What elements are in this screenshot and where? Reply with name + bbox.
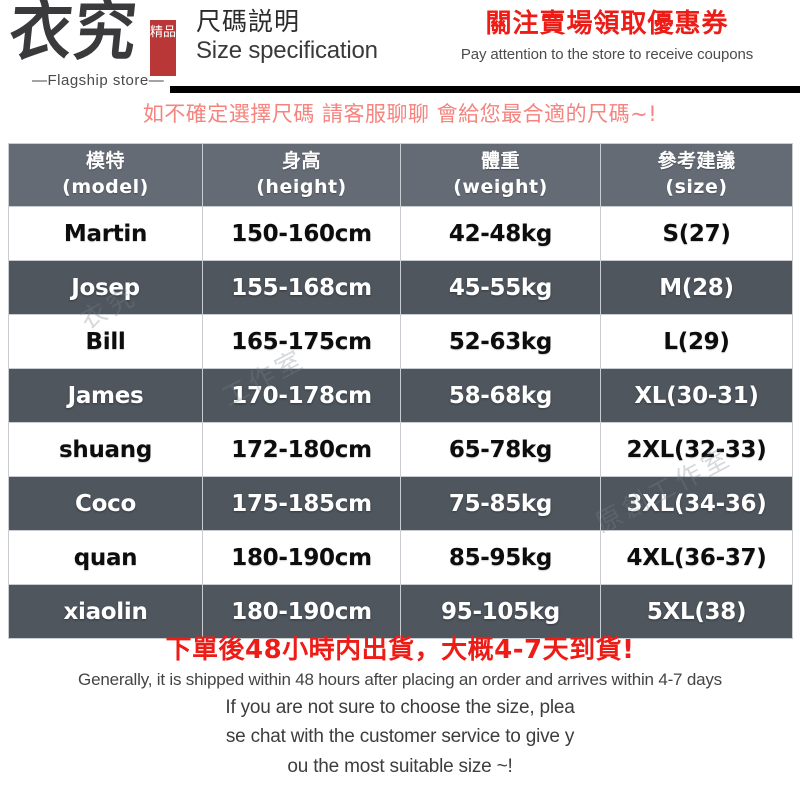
- column-header-weight: 體重 (weight): [400, 143, 601, 207]
- cell-size: 2XL(32-33): [600, 422, 793, 477]
- cell-size: 4XL(36-37): [600, 530, 793, 585]
- column-header-height-cn: 身高: [281, 150, 321, 173]
- cell-model: James: [8, 368, 203, 423]
- coupon-promo: 關注賣場領取優惠券 Pay attention to the store to …: [418, 8, 796, 65]
- size-chart-container: 模特 (model) 身高 (height) 體重 (weight) 參考建議 …: [8, 143, 793, 639]
- cell-weight: 58-68kg: [400, 368, 601, 423]
- table-row: James 170-178cm 58-68kg XL(30-31): [8, 368, 793, 423]
- shipping-notice-english: Generally, it is shipped within 48 hours…: [78, 669, 722, 689]
- store-logo: 衣究 精品 —Flagship store—: [4, 0, 190, 96]
- cell-size: 3XL(34-36): [600, 476, 793, 531]
- cell-weight: 75-85kg: [400, 476, 601, 531]
- table-row: xiaolin 180-190cm 95-105kg 5XL(38): [8, 584, 793, 639]
- column-header-size-en: (size): [665, 176, 728, 198]
- cell-height: 150-160cm: [202, 206, 401, 261]
- cell-model: Martin: [8, 206, 203, 261]
- cell-model: xiaolin: [8, 584, 203, 639]
- table-row: quan 180-190cm 85-95kg 4XL(36-37): [8, 530, 793, 585]
- cell-weight: 52-63kg: [400, 314, 601, 369]
- column-header-size-cn: 參考建議: [657, 150, 736, 173]
- size-spec-title: 尺碼説明 Size specification: [196, 6, 416, 65]
- table-row: Bill 165-175cm 52-63kg L(29): [8, 314, 793, 369]
- title-chinese: 尺碼説明: [196, 7, 301, 36]
- cell-height: 172-180cm: [202, 422, 401, 477]
- cell-size: 5XL(38): [600, 584, 793, 639]
- cell-size: S(27): [600, 206, 793, 261]
- cell-model: shuang: [8, 422, 203, 477]
- cell-model: quan: [8, 530, 203, 585]
- cell-model: Josep: [8, 260, 203, 315]
- title-english: Size specification: [196, 37, 378, 65]
- table-row: Josep 155-168cm 45-55kg M(28): [8, 260, 793, 315]
- cell-height: 180-190cm: [202, 530, 401, 585]
- column-header-model-cn: 模特: [85, 150, 125, 173]
- size-help-notice: 如不確定選擇尺碼 請客服聊聊 會給您最合適的尺碼~!: [142, 102, 658, 126]
- logo-subtitle: —Flagship store—: [32, 72, 165, 89]
- column-header-weight-cn: 體重: [480, 150, 520, 173]
- cell-model: Bill: [8, 314, 203, 369]
- cell-height: 165-175cm: [202, 314, 401, 369]
- cell-height: 175-185cm: [202, 476, 401, 531]
- size-advice-line-2: se chat with the customer service to giv…: [225, 726, 575, 748]
- logo-seal-stamp: 精品: [150, 20, 176, 76]
- cell-model: Coco: [8, 476, 203, 531]
- cell-weight: 85-95kg: [400, 530, 601, 585]
- shipping-notice-chinese: 下單後48小時内出貨，大概4-7天到貨!: [165, 635, 635, 665]
- cell-weight: 45-55kg: [400, 260, 601, 315]
- cell-weight: 42-48kg: [400, 206, 601, 261]
- size-chart-table: 模特 (model) 身高 (height) 體重 (weight) 參考建議 …: [8, 143, 793, 639]
- table-header: 模特 (model) 身高 (height) 體重 (weight) 參考建議 …: [8, 143, 793, 207]
- column-header-size: 參考建議 (size): [600, 143, 793, 207]
- cell-height: 155-168cm: [202, 260, 401, 315]
- table-body: Martin 150-160cm 42-48kg S(27) Josep 155…: [8, 206, 793, 639]
- column-header-model: 模特 (model): [8, 143, 203, 207]
- cell-height: 180-190cm: [202, 584, 401, 639]
- column-header-model-en: (model): [62, 176, 149, 198]
- page-header: 衣究 精品 —Flagship store— 尺碼説明 Size specifi…: [0, 0, 800, 140]
- promo-chinese: 關注賣場領取優惠券: [485, 9, 729, 39]
- cell-size: XL(30-31): [600, 368, 793, 423]
- column-header-height-en: (height): [256, 176, 347, 198]
- cell-weight: 65-78kg: [400, 422, 601, 477]
- cell-size: M(28): [600, 260, 793, 315]
- cell-size: L(29): [600, 314, 793, 369]
- promo-english: Pay attention to the store to receive co…: [460, 45, 754, 63]
- table-row: Coco 175-185cm 75-85kg 3XL(34-36): [8, 476, 793, 531]
- table-header-row: 模特 (model) 身高 (height) 體重 (weight) 參考建議 …: [8, 143, 793, 207]
- column-header-height: 身高 (height): [202, 143, 401, 207]
- size-advice-line-3: ou the most suitable size ~!: [287, 755, 513, 777]
- cell-height: 170-178cm: [202, 368, 401, 423]
- table-row: shuang 172-180cm 65-78kg 2XL(32-33): [8, 422, 793, 477]
- table-row: Martin 150-160cm 42-48kg S(27): [8, 206, 793, 261]
- column-header-weight-en: (weight): [453, 176, 548, 198]
- cell-weight: 95-105kg: [400, 584, 601, 639]
- header-divider-bar: [170, 86, 800, 93]
- logo-calligraphy-text: 衣究: [5, 0, 143, 70]
- size-advice-line-1: If you are not sure to choose the size, …: [225, 696, 575, 718]
- page-footer: 下單後48小時内出貨，大概4-7天到貨! Generally, it is sh…: [0, 634, 800, 781]
